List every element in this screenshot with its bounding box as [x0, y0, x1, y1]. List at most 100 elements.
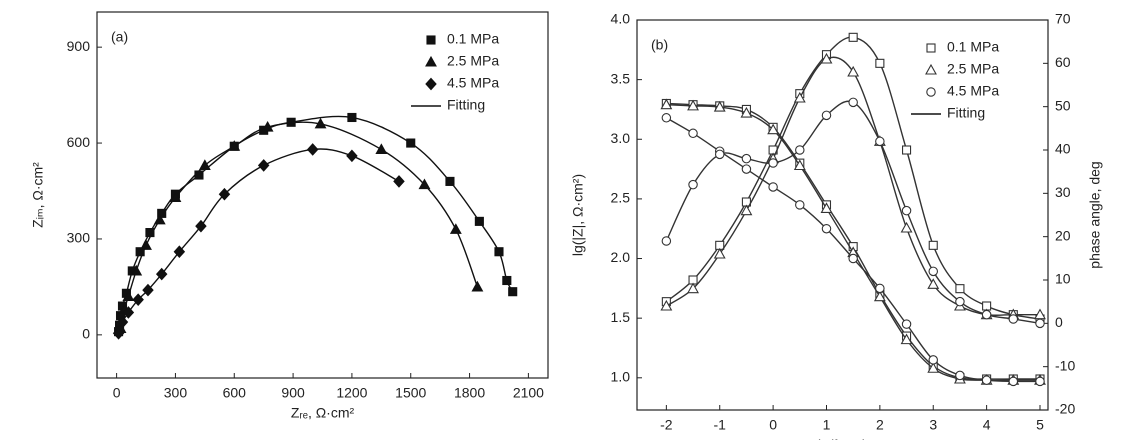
marker-circle [714, 149, 725, 160]
marker-triangle [418, 178, 431, 190]
marker-circle [768, 182, 778, 192]
y-tick-label: 3.5 [611, 70, 631, 86]
y2-tick-label: 40 [1055, 141, 1071, 157]
marker-circle [1035, 376, 1045, 387]
marker-circle [848, 97, 858, 108]
marker-circle [821, 110, 832, 121]
marker-triangle [130, 264, 143, 276]
y-tick-label: 4.0 [611, 11, 631, 27]
marker-triangle [153, 213, 166, 225]
y-tick-label: 900 [67, 38, 91, 54]
x-tick-label: 1200 [336, 385, 367, 401]
marker-circle [981, 375, 992, 385]
marker-triangle [820, 202, 833, 213]
legend-label: 2.5 MPa [947, 61, 999, 77]
legend-marker [425, 55, 437, 67]
marker-square [875, 58, 885, 68]
y2-tick-label: 0 [1055, 314, 1063, 330]
legend-marker [926, 43, 936, 53]
marker-circle [688, 128, 698, 139]
marker-diamond [112, 326, 125, 340]
x-tick-label: 5 [1036, 417, 1044, 433]
y-tick-label: 600 [67, 134, 91, 150]
legend-label: 4.5 MPa [447, 75, 499, 91]
marker-square [508, 287, 518, 297]
marker-triangle [713, 247, 726, 259]
y-tick-label: 2.5 [611, 190, 631, 206]
marker-square [445, 176, 455, 186]
panel-label: (a) [111, 29, 128, 45]
marker-square [194, 170, 204, 180]
x-tick-label: 1800 [454, 385, 485, 401]
marker-diamond [346, 149, 358, 163]
x-tick-label: 4 [983, 417, 991, 433]
marker-circle [688, 179, 698, 190]
x-tick-label: 1500 [395, 385, 426, 401]
y2-tick-label: -20 [1055, 401, 1075, 417]
marker-triangle [873, 290, 886, 302]
marker-circle [661, 236, 672, 246]
marker-circle [1035, 318, 1045, 329]
marker-square [494, 247, 504, 257]
marker-triangle [927, 278, 940, 289]
marker-triangle [820, 52, 833, 64]
marker-triangle [660, 98, 673, 110]
marker-circle [848, 253, 858, 264]
marker-triangle [793, 91, 806, 103]
marker-triangle [847, 65, 860, 77]
marker-circle [741, 153, 752, 164]
marker-circle [901, 205, 912, 216]
x-tick-label: 3 [929, 417, 937, 433]
marker-circle [955, 296, 965, 307]
marker-triangle [900, 221, 913, 233]
marker-triangle [660, 299, 673, 311]
y2-tick-label: 60 [1055, 54, 1071, 70]
y-tick-label: 3.0 [611, 130, 631, 146]
marker-circle [955, 370, 965, 381]
x-axis-label: Zᵣₑ, Ω·cm² [291, 405, 355, 421]
marker-diamond [116, 315, 129, 329]
marker-diamond [306, 143, 319, 156]
marker-diamond [122, 306, 135, 319]
marker-triangle [122, 290, 135, 302]
panel-label: (b) [651, 37, 668, 53]
marker-triangle [169, 191, 182, 202]
marker-circle [821, 223, 832, 234]
marker-diamond [218, 187, 231, 201]
marker-diamond [155, 267, 168, 281]
x-tick-label: 2 [876, 417, 884, 433]
y2-tick-label: 10 [1055, 271, 1071, 287]
marker-circle [875, 136, 885, 147]
y-tick-label: 0 [82, 326, 90, 342]
marker-circle [981, 309, 992, 320]
legend-marker [926, 87, 936, 97]
x-tick-label: 2100 [513, 385, 544, 401]
legend-label: 0.1 MPa [447, 31, 499, 47]
y-tick-label: 300 [67, 230, 91, 246]
fit-curve [117, 148, 400, 334]
marker-diamond [257, 159, 270, 172]
marker-circle [1008, 376, 1019, 387]
y-axis-label: Zᵢₘ, Ω·cm² [30, 162, 46, 228]
plot-frame [96, 11, 549, 379]
marker-diamond [142, 283, 154, 297]
legend-label: Fitting [947, 105, 985, 121]
marker-circle [768, 158, 778, 168]
x-tick-label: 300 [164, 385, 188, 401]
marker-circle [741, 164, 752, 174]
marker-diamond [132, 293, 144, 307]
legend-label: 0.1 MPa [947, 39, 999, 55]
marker-triangle [767, 123, 780, 135]
marker-square [848, 32, 858, 42]
legend-marker [425, 77, 437, 91]
legend-marker [925, 63, 937, 75]
marker-triangle [198, 159, 211, 170]
x-tick-label: -2 [660, 417, 673, 433]
x-axis-label: lg(f, Hz) [818, 437, 867, 440]
marker-triangle [900, 333, 913, 345]
plot-frame [636, 19, 1049, 411]
marker-circle [795, 200, 805, 210]
legend-label: 4.5 MPa [947, 83, 999, 99]
marker-triangle [740, 204, 753, 216]
